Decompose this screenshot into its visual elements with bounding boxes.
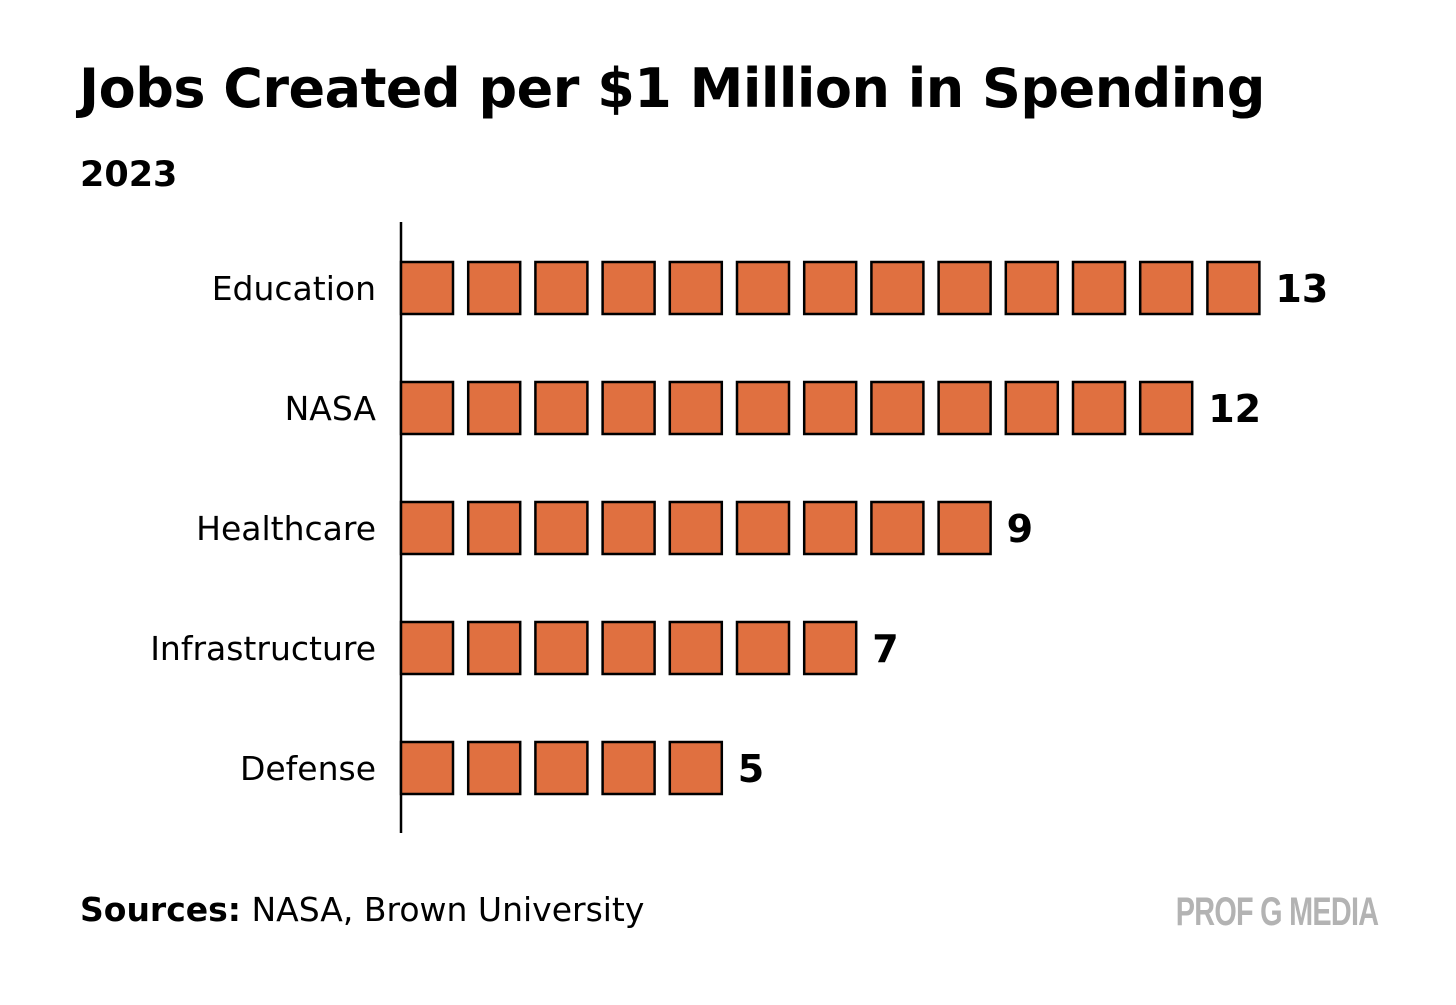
unit-square-education-13: [1206, 260, 1261, 316]
unit-square-infrastructure-1: [399, 620, 455, 676]
unit-square-nasa-3: [534, 380, 589, 436]
unit-square-nasa-6: [735, 380, 791, 436]
category-label-nasa: NASA: [285, 389, 377, 428]
unit-square-nasa-7: [802, 380, 858, 436]
unit-square-education-3: [534, 260, 589, 316]
value-label-education: 13: [1275, 267, 1328, 311]
row-education: Education 13: [212, 260, 1328, 316]
category-label-infrastructure: Infrastructure: [150, 629, 376, 668]
unit-square-education-11: [1071, 260, 1127, 316]
sources-note: Sources: NASA, Brown University: [80, 893, 644, 926]
unit-square-infrastructure-7: [802, 620, 858, 676]
unit-square-healthcare-8: [870, 500, 925, 556]
unit-square-healthcare-5: [668, 500, 724, 556]
unit-square-education-6: [735, 260, 791, 316]
unit-square-defense-5: [668, 740, 724, 796]
unit-square-education-7: [802, 260, 858, 316]
unit-square-education-8: [870, 260, 925, 316]
sources-text: NASA, Brown University: [241, 890, 645, 929]
brand-logo: PROF G MEDIA: [1175, 890, 1378, 934]
unit-square-nasa-10: [1004, 380, 1060, 436]
unit-square-nasa-4: [601, 380, 656, 436]
unit-square-education-2: [466, 260, 522, 316]
unit-square-defense-1: [399, 740, 455, 796]
unit-square-nasa-2: [466, 380, 522, 436]
unit-square-nasa-1: [399, 380, 455, 436]
row-infrastructure: Infrastructure 7: [150, 620, 899, 676]
chart-title: Jobs Created per $1 Million in Spending: [79, 57, 1265, 120]
unit-square-education-12: [1138, 260, 1194, 316]
unit-square-education-1: [399, 260, 455, 316]
unit-square-defense-3: [534, 740, 589, 796]
unit-square-healthcare-2: [466, 500, 522, 556]
unit-square-nasa-9: [937, 380, 992, 436]
value-label-nasa: 12: [1208, 387, 1261, 431]
value-label-infrastructure: 7: [872, 627, 898, 671]
row-defense: Defense 5: [240, 740, 764, 796]
unit-square-healthcare-1: [399, 500, 455, 556]
unit-square-healthcare-9: [937, 500, 992, 556]
unit-square-healthcare-4: [601, 500, 656, 556]
row-healthcare: Healthcare 9: [196, 500, 1033, 556]
unit-square-education-9: [937, 260, 992, 316]
unit-square-education-4: [601, 260, 656, 316]
unit-square-healthcare-6: [735, 500, 791, 556]
unit-square-nasa-11: [1071, 380, 1127, 436]
unit-square-nasa-8: [870, 380, 925, 436]
sources-label: Sources:: [80, 890, 241, 929]
unit-square-infrastructure-5: [668, 620, 724, 676]
unit-square-education-10: [1004, 260, 1060, 316]
unit-square-infrastructure-6: [735, 620, 791, 676]
chart-subtitle: 2023: [80, 155, 178, 195]
chart-rows: Education 13 NASA 12 Healthcare 9 Infrastructu…: [150, 260, 1328, 796]
unit-square-nasa-5: [668, 380, 724, 436]
unit-square-infrastructure-2: [466, 620, 522, 676]
category-label-education: Education: [212, 269, 376, 308]
unit-square-healthcare-3: [534, 500, 589, 556]
unit-square-infrastructure-4: [601, 620, 656, 676]
row-nasa: NASA 12: [285, 380, 1261, 436]
unit-square-nasa-12: [1138, 380, 1194, 436]
unit-square-infrastructure-3: [534, 620, 589, 676]
unit-square-education-5: [668, 260, 724, 316]
unit-square-healthcare-7: [802, 500, 858, 556]
unit-square-defense-2: [466, 740, 522, 796]
unit-square-defense-4: [601, 740, 656, 796]
category-label-healthcare: Healthcare: [196, 509, 376, 548]
value-label-healthcare: 9: [1007, 507, 1033, 551]
category-label-defense: Defense: [240, 749, 376, 788]
value-label-defense: 5: [738, 747, 764, 791]
